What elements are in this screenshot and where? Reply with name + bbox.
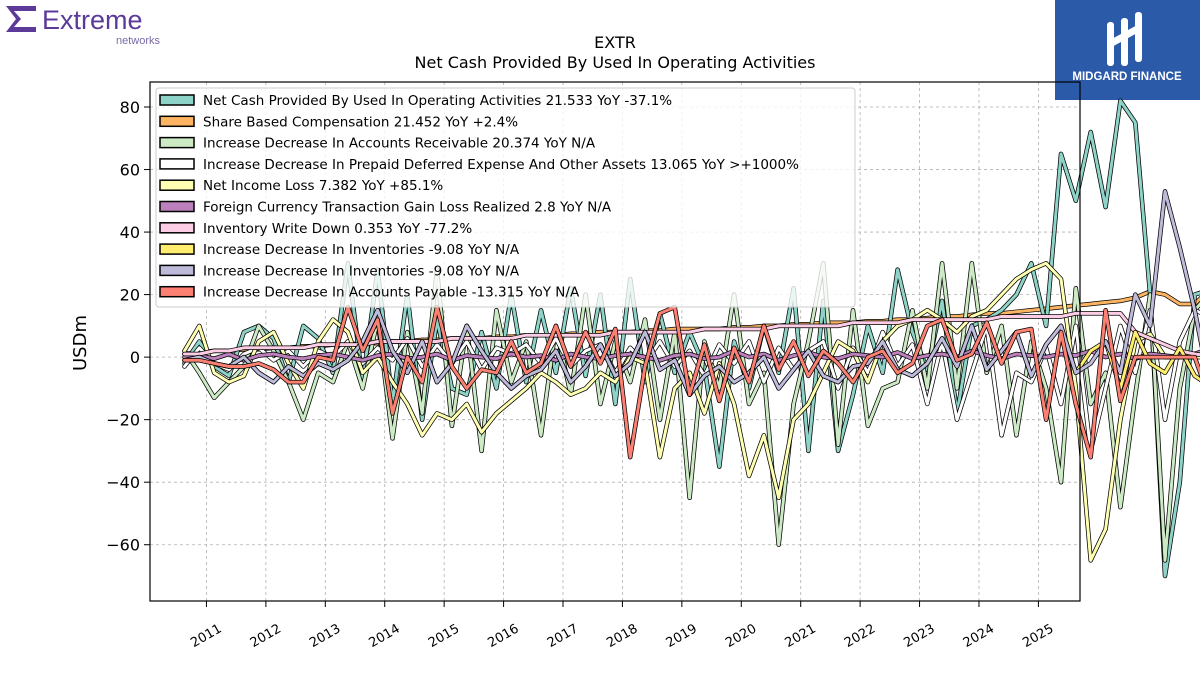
x-tick-label: 2018: [604, 621, 640, 651]
midgard-finance-logo: MIDGARD FINANCE: [1055, 0, 1200, 100]
legend-swatch: [159, 264, 195, 277]
x-tick-label: 2025: [1020, 621, 1056, 651]
x-tick-label: 2023: [901, 621, 937, 651]
y-tick-label: 80: [120, 98, 140, 117]
legend-swatch: [159, 179, 195, 191]
series-stroke: [183, 305, 1200, 459]
chart-subtitle: Net Cash Provided By Used In Operating A…: [415, 53, 816, 72]
x-tick-label: 2017: [545, 621, 581, 651]
legend-label: Share Based Compensation 21.452 YoY +2.4…: [203, 114, 518, 130]
x-tick-label: 2016: [485, 621, 521, 651]
legend-swatch: [159, 222, 195, 234]
series-line: [182, 189, 1200, 397]
series-stroke: [183, 311, 1200, 357]
y-tick-label: −20: [106, 411, 140, 430]
legend-label: Increase Decrease In Prepaid Deferred Ex…: [203, 157, 799, 173]
x-tick-label: 2012: [248, 621, 284, 651]
extreme-networks-logo: Extreme networks: [0, 0, 180, 50]
midgard-logo-svg: MIDGARD FINANCE: [1055, 0, 1200, 100]
extreme-mark-icon: [6, 6, 36, 32]
legend-label: Inventory Write Down 0.353 YoY -77.2%: [203, 221, 472, 237]
extreme-logo-svg: Extreme networks: [6, 5, 161, 47]
x-tick-label: 2019: [664, 621, 700, 651]
series-stroke: [183, 189, 1200, 397]
legend-swatch: [159, 285, 195, 298]
legend-label: Increase Decrease In Inventories -9.08 Y…: [203, 242, 520, 258]
y-tick-label: 0: [130, 348, 140, 367]
legend-box: [155, 87, 856, 308]
y-tick-label: 40: [120, 223, 140, 242]
legend-swatch: [159, 243, 195, 255]
x-tick-label: 2024: [961, 621, 997, 651]
y-tick-label: −60: [106, 536, 140, 555]
legend-swatch: [159, 136, 195, 149]
legend-label: Net Cash Provided By Used In Operating A…: [203, 93, 672, 109]
x-tick-label: 2021: [783, 621, 819, 651]
series-lines: [182, 98, 1200, 579]
legend-swatch: [159, 158, 195, 170]
plot-frame: [149, 81, 1081, 602]
x-tick-label: 2013: [307, 621, 343, 651]
x-tick-label: 2015: [426, 621, 462, 651]
legend-label: Net Income Loss 7.382 YoY +85.1%: [203, 178, 443, 194]
legend-swatch: [159, 115, 195, 128]
y-axis-label: USDm: [70, 315, 91, 371]
y-tick-label: 20: [120, 286, 140, 305]
x-tick-label: 2014: [367, 621, 403, 651]
series-line: [182, 304, 1200, 460]
legend-label: Increase Decrease In Accounts Receivable…: [203, 136, 596, 152]
x-tick-label: 2020: [723, 621, 759, 651]
x-tick-label: 2022: [842, 621, 878, 651]
brand-sub: networks: [116, 35, 161, 47]
legend-label: Increase Decrease In Accounts Payable -1…: [203, 285, 580, 301]
midgard-mark-icon: [1107, 12, 1142, 66]
y-tick-label: −40: [106, 473, 140, 492]
chart-title: EXTR: [594, 33, 636, 52]
x-tick-label: 2011: [188, 621, 224, 651]
legend-label: Increase Decrease In Inventories -9.08 Y…: [203, 263, 520, 279]
legend-swatch: [159, 200, 195, 213]
legend: Net Cash Provided By Used In Operating A…: [155, 87, 856, 308]
legend-label: Foreign Currency Transaction Gain Loss R…: [203, 200, 612, 216]
y-tick-label: 60: [120, 161, 140, 180]
legend-swatch: [159, 94, 195, 106]
brand-name: Extreme: [42, 5, 143, 35]
series-line: [182, 311, 1200, 357]
midgard-brand-name: MIDGARD FINANCE: [1072, 71, 1182, 83]
